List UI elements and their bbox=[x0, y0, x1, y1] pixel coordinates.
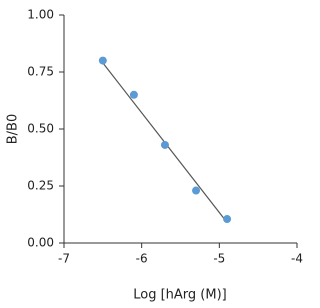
y-axis-title: B/B0 bbox=[6, 114, 21, 145]
y-tick-label: 0.25 bbox=[27, 179, 54, 193]
data-point bbox=[129, 90, 138, 99]
x-tick-label: -7 bbox=[58, 252, 70, 266]
chart: Log [hArg (M)] B/B0 0.00 0.25 0.50 0.75 1.00… bbox=[6, 8, 303, 303]
y-tick-label: 0.00 bbox=[27, 236, 54, 250]
data-point bbox=[192, 186, 201, 195]
x-tick-label: -5 bbox=[213, 252, 225, 266]
x-tick-label: -6 bbox=[136, 252, 148, 266]
y-tick-label: 1.00 bbox=[27, 8, 54, 22]
x-tick-label: -4 bbox=[291, 252, 303, 266]
y-tick-label: 0.50 bbox=[27, 122, 54, 136]
data-point bbox=[160, 140, 169, 149]
data-point bbox=[223, 215, 232, 224]
x-axis-title: Log [hArg (M)] bbox=[133, 288, 227, 303]
y-tick-label: 0.75 bbox=[27, 65, 54, 79]
data-point bbox=[98, 56, 107, 65]
